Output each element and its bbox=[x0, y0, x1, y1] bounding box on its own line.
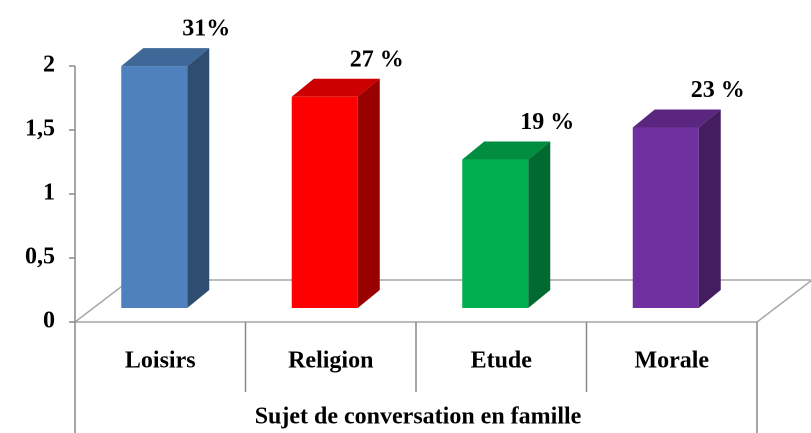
bar bbox=[632, 127, 699, 309]
x-tick-label: Religion bbox=[288, 348, 373, 374]
bar-top bbox=[121, 48, 210, 67]
bar bbox=[291, 96, 358, 308]
floor bbox=[72, 279, 811, 323]
bar bbox=[462, 159, 529, 308]
y-tick-label: 0,5 bbox=[25, 244, 55, 270]
bar-annotation: 19 % bbox=[520, 109, 574, 135]
bar-annotation: 23 % bbox=[691, 77, 745, 103]
x-axis-title: Sujet de conversation en famille bbox=[255, 404, 582, 430]
y-tick-label: 2 bbox=[43, 52, 55, 78]
bar-side bbox=[187, 48, 210, 308]
x-tick-label: Etude bbox=[471, 348, 533, 374]
bar-side bbox=[698, 109, 721, 309]
bar-top bbox=[291, 78, 380, 97]
bar-side bbox=[528, 141, 551, 308]
bar-annotation: 27 % bbox=[350, 46, 404, 72]
bar-annotation: 31% bbox=[182, 16, 230, 42]
y-tick-label: 0 bbox=[43, 308, 55, 334]
x-tick-label: Loisirs bbox=[125, 348, 196, 374]
bar-side bbox=[357, 78, 380, 308]
bar bbox=[121, 66, 188, 308]
bar-top bbox=[632, 109, 721, 128]
bar-top bbox=[462, 141, 551, 160]
y-tick-label: 1 bbox=[43, 180, 55, 206]
x-tick-label: Morale bbox=[634, 348, 709, 374]
y-tick-label: 1,5 bbox=[25, 116, 55, 142]
